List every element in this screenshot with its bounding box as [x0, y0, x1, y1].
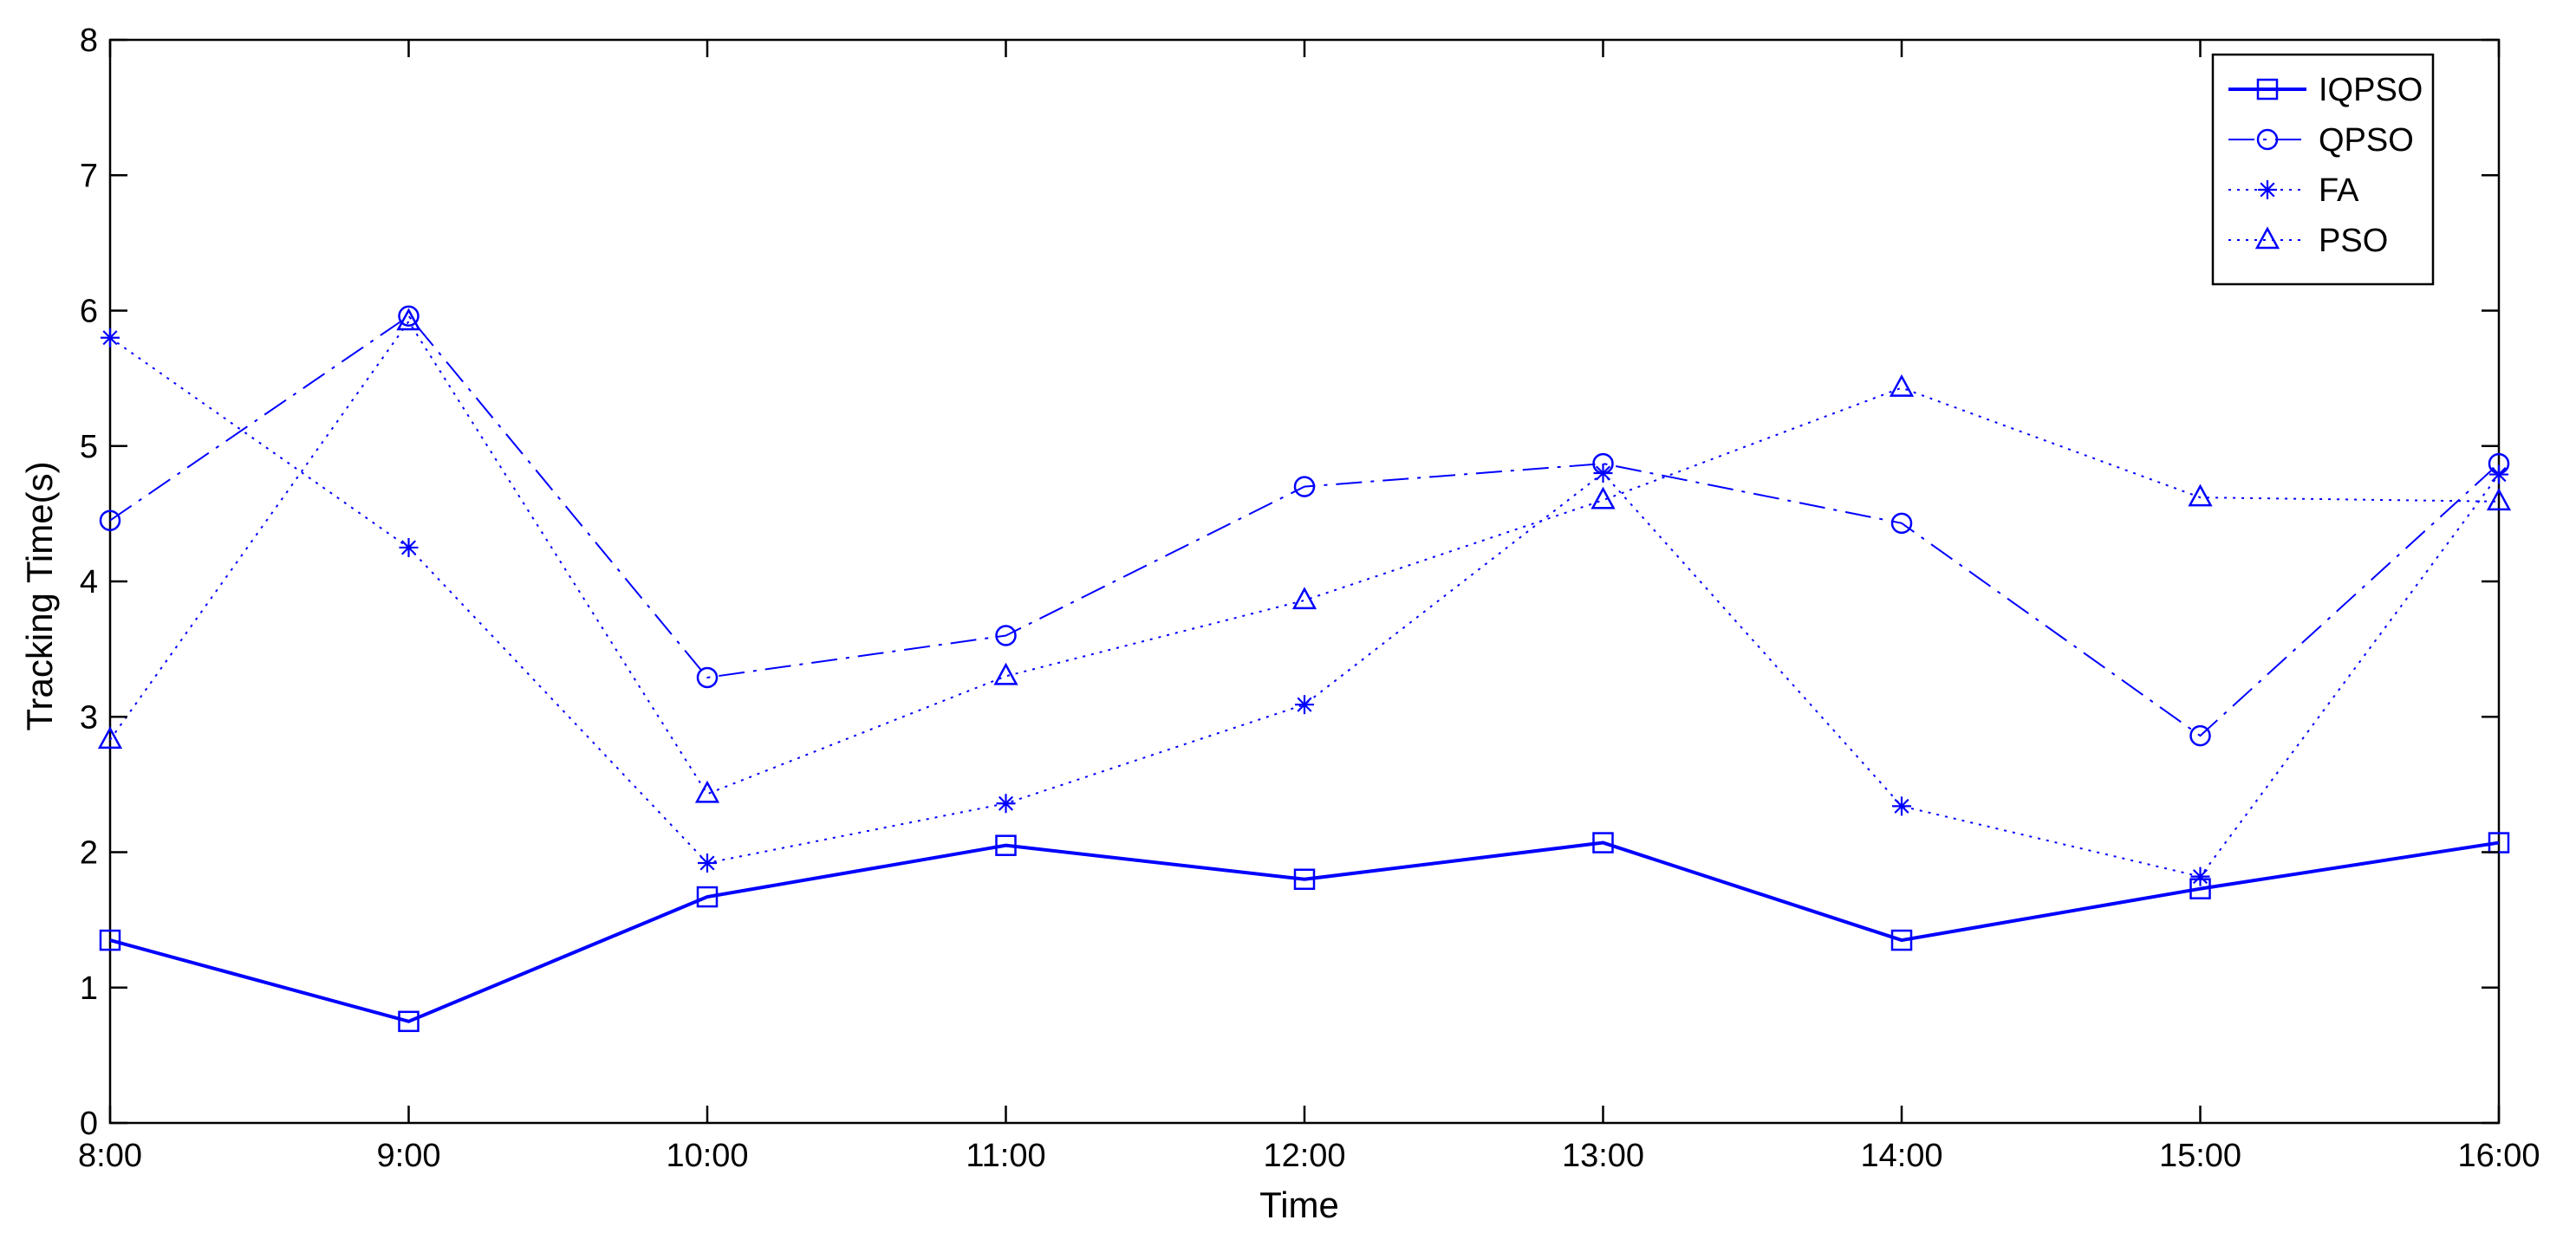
data-point [698, 853, 717, 873]
data-point [1889, 373, 1915, 397]
legend-label: FA [2319, 172, 2359, 209]
data-point [398, 1010, 420, 1033]
y-tick-label: 3 [80, 699, 98, 736]
data-point [1295, 695, 1314, 715]
data-point [1291, 587, 1317, 610]
legend-marker [2256, 78, 2279, 101]
data-point [1590, 486, 1616, 509]
data-point [696, 666, 719, 689]
series-qpso [99, 305, 2510, 747]
legend-marker [2256, 128, 2279, 151]
legend-marker [2258, 180, 2277, 199]
data-point [1293, 868, 1316, 890]
legend-entry-pso: PSO [2228, 223, 2388, 259]
ticks-layer: 8:00 9:00 10:00 11:00 12:00 13:00 14:00 15:00 16… [78, 23, 2540, 1174]
data-point [99, 929, 121, 951]
y-tick-label: 6 [80, 294, 98, 330]
data-point [2489, 464, 2508, 484]
legend-label: IQPSO [2319, 72, 2423, 108]
legend-entry-fa: FA [2228, 172, 2359, 209]
y-tick-label: 8 [80, 23, 98, 59]
series-fa [101, 328, 2508, 886]
legend-label: PSO [2319, 223, 2388, 259]
y-tick-label: 5 [80, 429, 98, 465]
data-point [1593, 464, 1613, 483]
x-tick-label: 12:00 [1263, 1138, 1345, 1174]
data-point [996, 794, 1016, 814]
data-point [396, 308, 421, 331]
x-tick-label: 14:00 [1860, 1138, 1942, 1174]
x-tick-label: 15:00 [2159, 1138, 2241, 1174]
data-point [398, 305, 420, 327]
data-point [2188, 483, 2213, 507]
legend-entry-qpso: QPSO [2228, 122, 2414, 159]
series-layer [97, 305, 2512, 1033]
data-point [1890, 512, 1913, 535]
legend-label: QPSO [2319, 122, 2414, 159]
x-tick-label: 8:00 [78, 1138, 142, 1174]
data-point [97, 726, 123, 750]
x-tick-label: 9:00 [377, 1138, 441, 1174]
legend-entry-iqpso: IQPSO [2228, 72, 2423, 108]
legend-box [2211, 53, 2435, 286]
series-line-pso [109, 320, 2500, 795]
y-tick-label: 0 [80, 1106, 98, 1142]
y-tick-label: 2 [80, 835, 98, 872]
y-tick-label: 4 [80, 564, 98, 600]
data-point [696, 886, 719, 908]
x-tick-label: 10:00 [666, 1138, 748, 1174]
data-point [1592, 832, 1614, 853]
y-tick-label: 1 [80, 970, 98, 1007]
series-pso [97, 308, 2512, 803]
legend-marker [2254, 226, 2280, 250]
data-point [101, 328, 120, 347]
data-point [1892, 796, 1911, 816]
data-point [2190, 866, 2210, 886]
y-tick-label: 7 [80, 158, 98, 194]
x-tick-label: 16:00 [2457, 1138, 2540, 1174]
data-point [399, 537, 419, 557]
data-point [1293, 476, 1316, 497]
x-axis-title: Time [1259, 1184, 1339, 1225]
x-tick-label: 13:00 [1562, 1138, 1644, 1174]
data-point [1890, 929, 1913, 951]
data-point [2486, 488, 2512, 511]
series-line-qpso [109, 315, 2500, 737]
data-point [995, 625, 1017, 646]
legend: IQPSO QPSO FA PSO [2211, 53, 2435, 286]
data-point [995, 834, 1017, 856]
data-point [99, 509, 121, 531]
data-point [694, 780, 720, 803]
x-tick-label: 11:00 [966, 1138, 1045, 1174]
y-axis-title: Tracking Time(s) [19, 461, 60, 730]
data-point [993, 662, 1018, 685]
data-point [2189, 724, 2211, 747]
series-line-iqpso [109, 840, 2500, 1023]
